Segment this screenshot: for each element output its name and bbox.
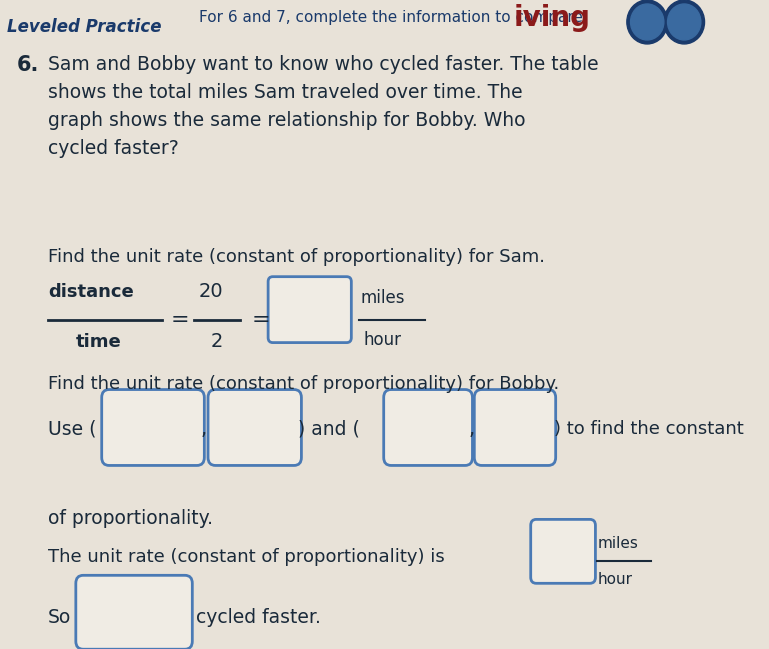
FancyBboxPatch shape <box>531 519 595 583</box>
Text: ,: , <box>201 420 207 439</box>
FancyBboxPatch shape <box>268 276 351 343</box>
FancyBboxPatch shape <box>76 575 192 649</box>
FancyBboxPatch shape <box>102 389 205 465</box>
Text: =: = <box>251 310 270 330</box>
Circle shape <box>667 4 701 40</box>
Text: miles: miles <box>361 289 405 306</box>
Text: 20: 20 <box>198 282 224 301</box>
Text: Sam and Bobby want to know who cycled faster. The table
shows the total miles Sa: Sam and Bobby want to know who cycled fa… <box>48 55 599 158</box>
Circle shape <box>664 0 704 44</box>
Circle shape <box>627 0 667 44</box>
Circle shape <box>631 4 664 40</box>
Text: Find the unit rate (constant of proportionality) for Sam.: Find the unit rate (constant of proporti… <box>48 248 545 265</box>
FancyBboxPatch shape <box>208 389 301 465</box>
Text: miles: miles <box>598 536 638 551</box>
Text: of proportionality.: of proportionality. <box>48 509 213 528</box>
Text: Find the unit rate (constant of proportionality) for Bobby.: Find the unit rate (constant of proporti… <box>48 374 559 393</box>
Text: =: = <box>171 310 190 330</box>
Text: 2: 2 <box>211 332 223 351</box>
Text: ) and (: ) and ( <box>298 420 360 439</box>
Text: ,: , <box>469 420 475 439</box>
Text: hour: hour <box>364 330 401 349</box>
FancyBboxPatch shape <box>384 389 472 465</box>
Text: time: time <box>76 332 122 350</box>
Text: hour: hour <box>598 572 632 587</box>
FancyBboxPatch shape <box>474 389 556 465</box>
Text: For 6 and 7, complete the information to compare: For 6 and 7, complete the information to… <box>198 10 583 25</box>
Text: Leveled Practice: Leveled Practice <box>8 18 162 36</box>
Text: So: So <box>48 607 72 627</box>
Text: distance: distance <box>48 283 134 300</box>
Text: iving: iving <box>513 4 590 32</box>
Text: The unit rate (constant of proportionality) is: The unit rate (constant of proportionali… <box>48 548 444 567</box>
Text: Use (: Use ( <box>48 420 97 439</box>
Text: 6.: 6. <box>17 55 39 75</box>
Text: cycled faster.: cycled faster. <box>196 607 321 627</box>
Text: ) to find the constant: ) to find the constant <box>554 421 744 439</box>
